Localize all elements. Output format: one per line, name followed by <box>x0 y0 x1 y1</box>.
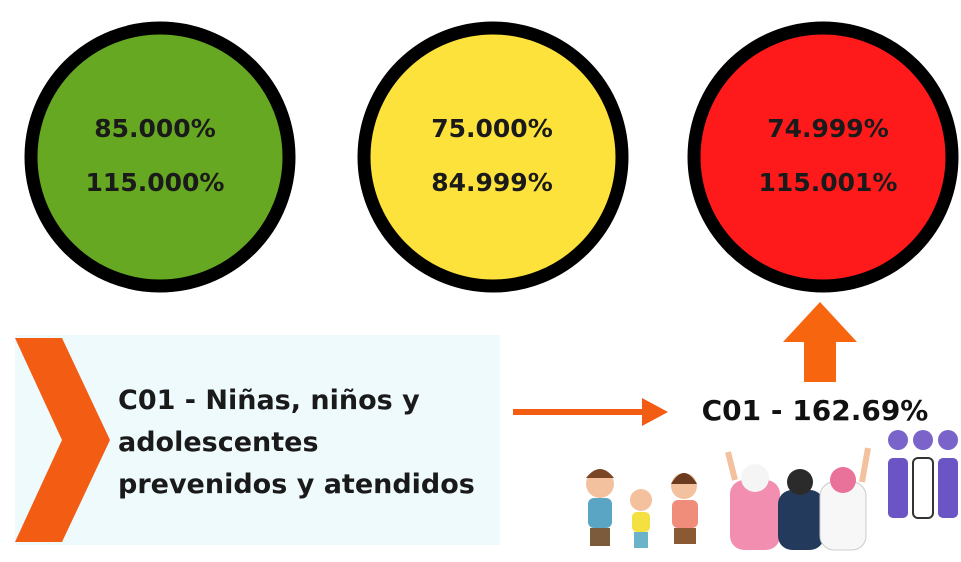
circle-text: 115.001% <box>759 168 898 197</box>
page: 85.000% 115.000% 75.000% 84.999% 74.999%… <box>0 0 961 562</box>
gender-icons <box>888 430 958 518</box>
circle-text: 84.999% <box>431 168 553 197</box>
yellow-circle <box>364 28 622 286</box>
circle-text: 75.000% <box>431 114 553 143</box>
circle-text: 115.000% <box>86 168 225 197</box>
result: C01 - 162.69% <box>702 394 929 427</box>
teens-illustration <box>728 448 868 550</box>
green-circle <box>31 28 289 286</box>
circle-text: 74.999% <box>767 114 889 143</box>
arrow-head <box>642 398 668 426</box>
circle-text: 85.000% <box>94 114 216 143</box>
up-arrow <box>783 302 857 382</box>
red-circle <box>694 28 952 286</box>
kids-illustration <box>586 469 698 548</box>
component-label: C01 - Niñas, niños y adolescentes preven… <box>118 380 488 506</box>
